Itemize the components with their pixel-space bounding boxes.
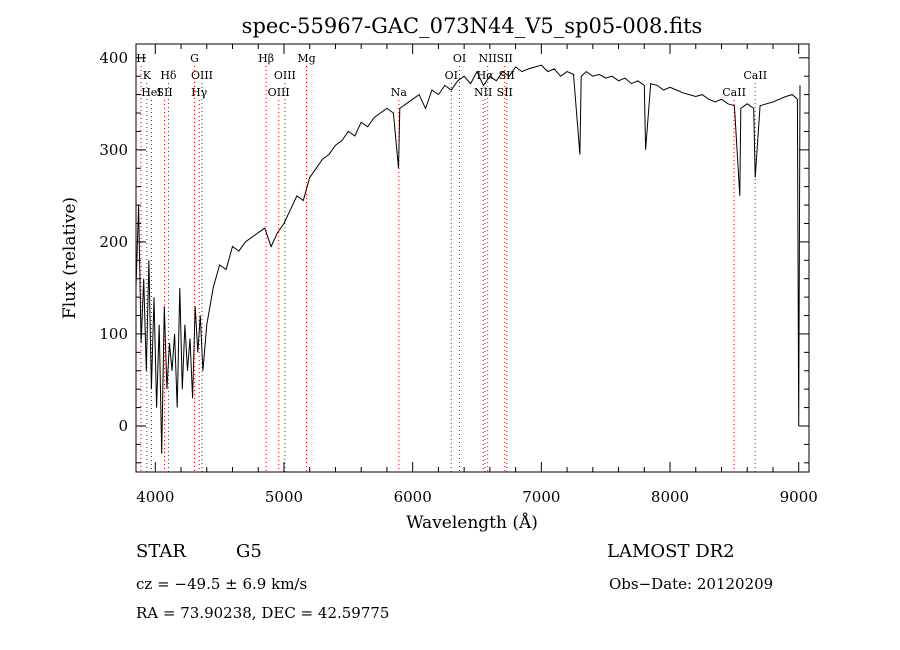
emission-line-label: G	[190, 52, 199, 65]
emission-line-label: OIII	[268, 86, 290, 99]
emission-line-label: OIII	[191, 69, 213, 82]
x-tick-label: 9000	[780, 488, 818, 506]
emission-line-label: SII	[497, 86, 513, 99]
emission-line-label: OI	[445, 69, 458, 82]
y-axis-ticks: 0 100 200 300 400	[99, 49, 809, 464]
survey-name: LAMOST DR2	[607, 541, 735, 562]
emission-line-label: Hβ	[258, 52, 274, 65]
x-axis-label: Wavelength (Å)	[406, 512, 538, 533]
sky-coordinates: RA = 73.90238, DEC = 42.59775	[136, 604, 390, 622]
emission-line-markers	[140, 66, 756, 472]
emission-line-label: Na	[391, 86, 408, 99]
emission-line-label: H	[136, 52, 146, 65]
emission-line-label: K	[143, 69, 152, 82]
y-tick-label: 0	[118, 417, 128, 435]
emission-line-labels: HKHeIHδSIIGOIIIHγHβOIIIOIIIMgNaOIOINIIHα…	[136, 52, 767, 99]
object-class: STAR	[136, 541, 186, 562]
emission-line-label: NII	[479, 52, 497, 65]
y-tick-label: 100	[99, 325, 128, 343]
x-tick-label: 4000	[136, 488, 174, 506]
x-tick-label: 5000	[265, 488, 303, 506]
y-tick-label: 300	[99, 141, 128, 159]
emission-line-label: Hγ	[191, 86, 208, 99]
chart-title: spec-55967-GAC_073N44_V5_sp05-008.fits	[242, 14, 703, 38]
y-axis-label: Flux (relative)	[60, 197, 80, 319]
emission-line-label: OI	[453, 52, 466, 65]
x-tick-label: 7000	[522, 488, 560, 506]
emission-line-label: OIII	[274, 69, 296, 82]
emission-line-label: CaII	[743, 69, 767, 82]
object-subclass: G5	[236, 541, 262, 562]
emission-line-label: CaII	[722, 86, 746, 99]
x-tick-label: 8000	[651, 488, 689, 506]
emission-line-label: SII	[156, 86, 172, 99]
observation-date: Obs−Date: 20120209	[609, 575, 774, 593]
emission-line-label: Hδ	[160, 69, 177, 82]
x-tick-label: 6000	[394, 488, 432, 506]
emission-line-label: SII	[497, 52, 513, 65]
emission-line-label: HeI	[141, 86, 161, 99]
y-tick-label: 400	[99, 49, 128, 67]
plot-frame	[135, 43, 810, 473]
emission-line-label: Mg	[297, 52, 315, 65]
emission-line-label: Hα	[477, 69, 495, 82]
spectrum-series-line	[135, 64, 801, 454]
x-axis-ticks: 4000 5000 6000 7000 8000 9000	[136, 44, 818, 506]
emission-line-label: NII	[474, 86, 492, 99]
redshift-cz: cz = −49.5 ± 6.9 km/s	[136, 575, 308, 593]
y-tick-label: 200	[99, 233, 128, 251]
